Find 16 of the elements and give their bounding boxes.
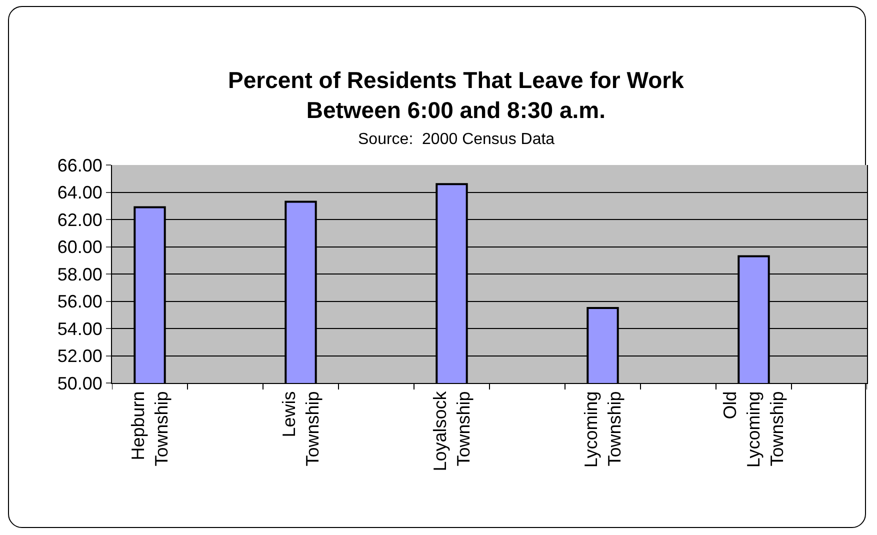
x-tick-label: Lewis Township <box>278 391 322 466</box>
chart-title: Percent of Residents That Leave for Work Between 6:00 and 8:30 a.m. <box>228 67 684 123</box>
chart-subtitle: Source: 2000 Census Data <box>358 131 555 148</box>
y-tick-label: 50.00 <box>57 373 102 394</box>
x-tick-label: Lycoming Township <box>580 391 624 468</box>
y-tick-label: 58.00 <box>57 264 102 284</box>
x-tick-label: Hepburn Township <box>128 391 172 466</box>
y-tick-label: 54.00 <box>57 318 102 339</box>
y-tick-label: 56.00 <box>57 292 102 312</box>
x-tick-label: Loyalsock Township <box>430 390 474 472</box>
y-tick-label: 60.00 <box>57 237 102 258</box>
y-tick-label: 64.00 <box>57 182 102 203</box>
y-tick-label: 62.00 <box>57 210 102 230</box>
x-tick-label: Old Lycoming Township <box>720 391 787 468</box>
y-tick-label: 52.00 <box>57 346 102 366</box>
y-tick-label: 66.00 <box>57 155 102 176</box>
